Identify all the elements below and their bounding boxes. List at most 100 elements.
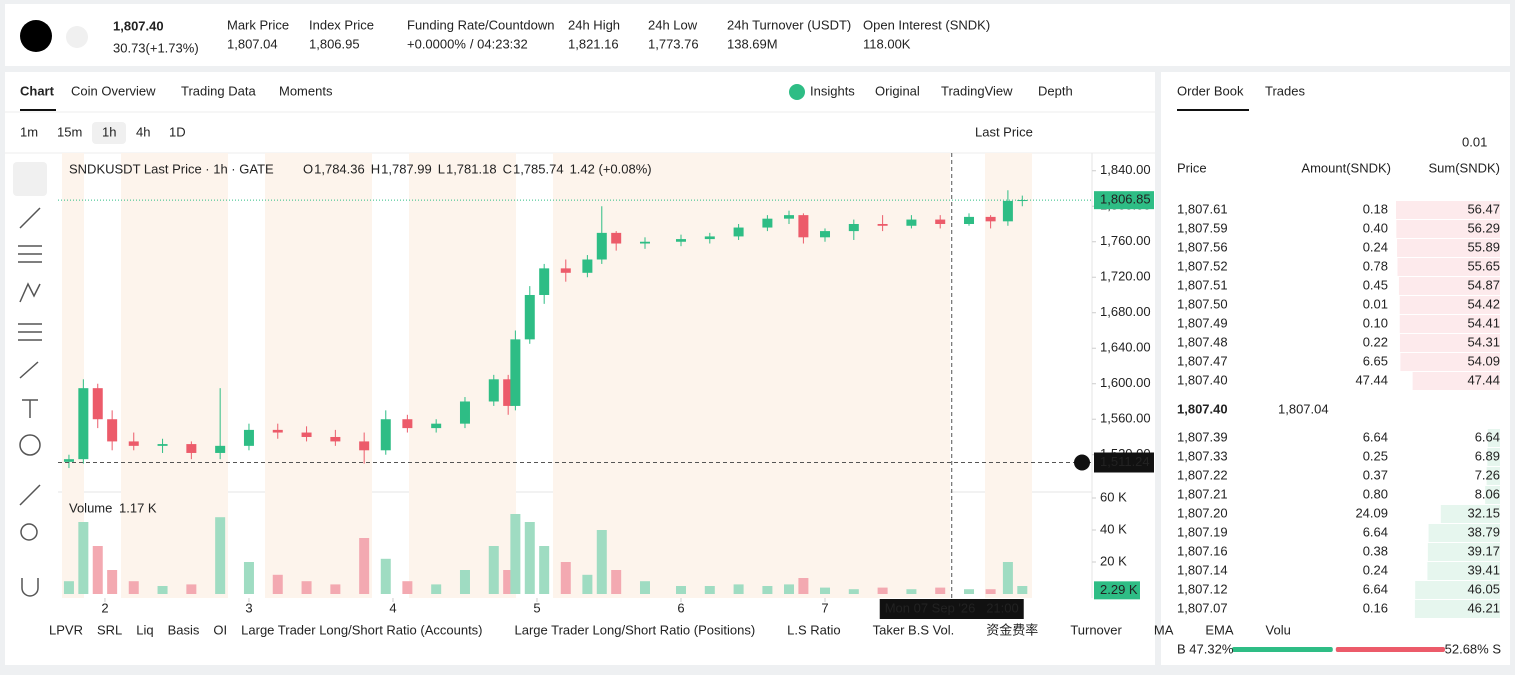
sell-ratio-bar [1335,647,1445,652]
row-price: 1,807.40 [1177,372,1228,387]
v-tick-label: 40 K [1100,521,1127,536]
depth-bar [1400,353,1500,371]
timeframe[interactable]: 4h [136,124,150,139]
ohlc-value: 1,787.99 [381,161,432,176]
indicator-tab[interactable]: 资金费率 [986,622,1038,637]
volume-bar [964,589,975,594]
row-sum: 39.41 [1467,562,1500,577]
row-price: 1,807.51 [1177,277,1228,292]
row-sum: 38.79 [1467,524,1500,539]
volume-bar [1002,562,1013,594]
y-tick-label: 1,680.00 [1100,304,1151,319]
tab-underline [1177,109,1249,111]
favorite-star[interactable] [66,26,88,48]
depth-bar [1398,277,1500,295]
candle-body [186,444,197,453]
stat-label: Funding Rate/Countdown [407,17,554,32]
candle-body [107,419,118,442]
volume-bar [762,586,773,594]
orderbook-tab[interactable]: Trades [1265,83,1305,98]
volume-bar [1017,586,1028,594]
indicator-tab[interactable]: Large Trader Long/Short Ratio (Positions… [515,622,756,637]
crosshair-tool[interactable] [13,162,47,196]
row-amount: 24.09 [1355,505,1388,520]
indicator-tab[interactable]: Volu [1266,622,1291,637]
tab-underline [20,109,56,111]
row-amount: 0.38 [1363,543,1388,558]
indicator-tab[interactable]: Turnover [1070,622,1122,637]
view-tab[interactable]: Original [875,83,920,98]
ohlc-key: O [303,161,313,176]
candle-body [596,232,607,260]
candle-body [402,419,413,429]
chart-tab[interactable]: Chart [20,83,55,98]
view-tab[interactable]: Depth [1038,83,1073,98]
precision[interactable]: 0.01 [1462,134,1487,149]
row-price: 1,807.56 [1177,239,1228,254]
indicator-tab[interactable]: L.S Ratio [787,622,840,637]
last-price-tag [1094,191,1154,210]
row-amount: 6.64 [1363,581,1388,596]
crosshair-time-tag [879,599,1024,619]
indicator-tab[interactable]: LPVR [49,622,83,637]
price-source[interactable]: Last Price [975,124,1033,139]
indicator-tab[interactable]: Basis [168,622,200,637]
row-price: 1,807.48 [1177,334,1228,349]
stat-value: 1,821.16 [568,36,619,51]
header-panel [5,4,1510,66]
timeframe[interactable]: 15m [57,124,82,139]
row-price: 1,807.16 [1177,543,1228,558]
volume-bar [215,517,226,594]
depth-bar [1440,505,1500,523]
row-sum: 6.89 [1475,448,1500,463]
last-volume-tag [1094,581,1140,600]
indicator-tab[interactable]: Taker B.S Vol. [873,622,955,637]
chart-tab[interactable]: Moments [279,83,333,98]
row-sum: 39.17 [1467,543,1500,558]
candle-body [128,441,139,446]
indicator-tab[interactable]: SRL [97,622,122,637]
stat-label: 24h Turnover (USDT) [727,17,851,32]
row-sum: 54.41 [1467,315,1500,330]
indicator-tab[interactable]: Large Trader Long/Short Ratio (Accounts) [241,622,482,637]
ohlc-value: 1,784.36 [314,161,365,176]
row-price: 1,807.39 [1177,429,1228,444]
orderbook-tab[interactable]: Order Book [1177,83,1244,98]
chart-legend: SNDKUSDT Last Price · 1h · GATE [69,161,274,176]
chart-tab[interactable]: Coin Overview [71,83,156,98]
candle-body [560,268,571,273]
depth-bar [1412,372,1500,390]
ohlc-key: L [438,161,445,176]
indicator-tab[interactable]: MA [1154,622,1174,637]
indicator-tab[interactable]: Liq [136,622,153,637]
candle-body [431,423,442,429]
volume-bar [431,584,442,594]
timeframe[interactable]: 1h [102,124,116,139]
chart-tab[interactable]: Trading Data [181,83,256,98]
candle-body [848,223,859,232]
last-volume-label: 2.29 K [1100,582,1138,597]
session-shade [265,153,372,598]
volume-bar [539,546,550,594]
row-sum: 55.65 [1467,258,1500,273]
depth-bar [1397,258,1500,276]
candle-body [92,388,103,420]
timeframe[interactable]: 1D [169,124,186,139]
depth-bar [1427,543,1500,561]
volume-bar [877,587,888,594]
indicator-tab[interactable]: EMA [1205,622,1234,637]
row-price: 1,807.21 [1177,486,1228,501]
depth-bar [1397,239,1500,257]
row-amount: 0.25 [1363,448,1388,463]
view-tab[interactable]: TradingView [941,83,1013,98]
row-amount: 0.45 [1363,277,1388,292]
x-tick-label: 7 [821,600,828,615]
column-header: Price [1177,160,1207,175]
timeframe[interactable]: 1m [20,124,38,139]
view-tab[interactable]: Insights [810,83,855,98]
row-amount: 0.22 [1363,334,1388,349]
volume-bar [733,584,744,594]
crosshair-price-tag [1094,452,1154,473]
indicator-tab[interactable]: OI [213,622,227,637]
